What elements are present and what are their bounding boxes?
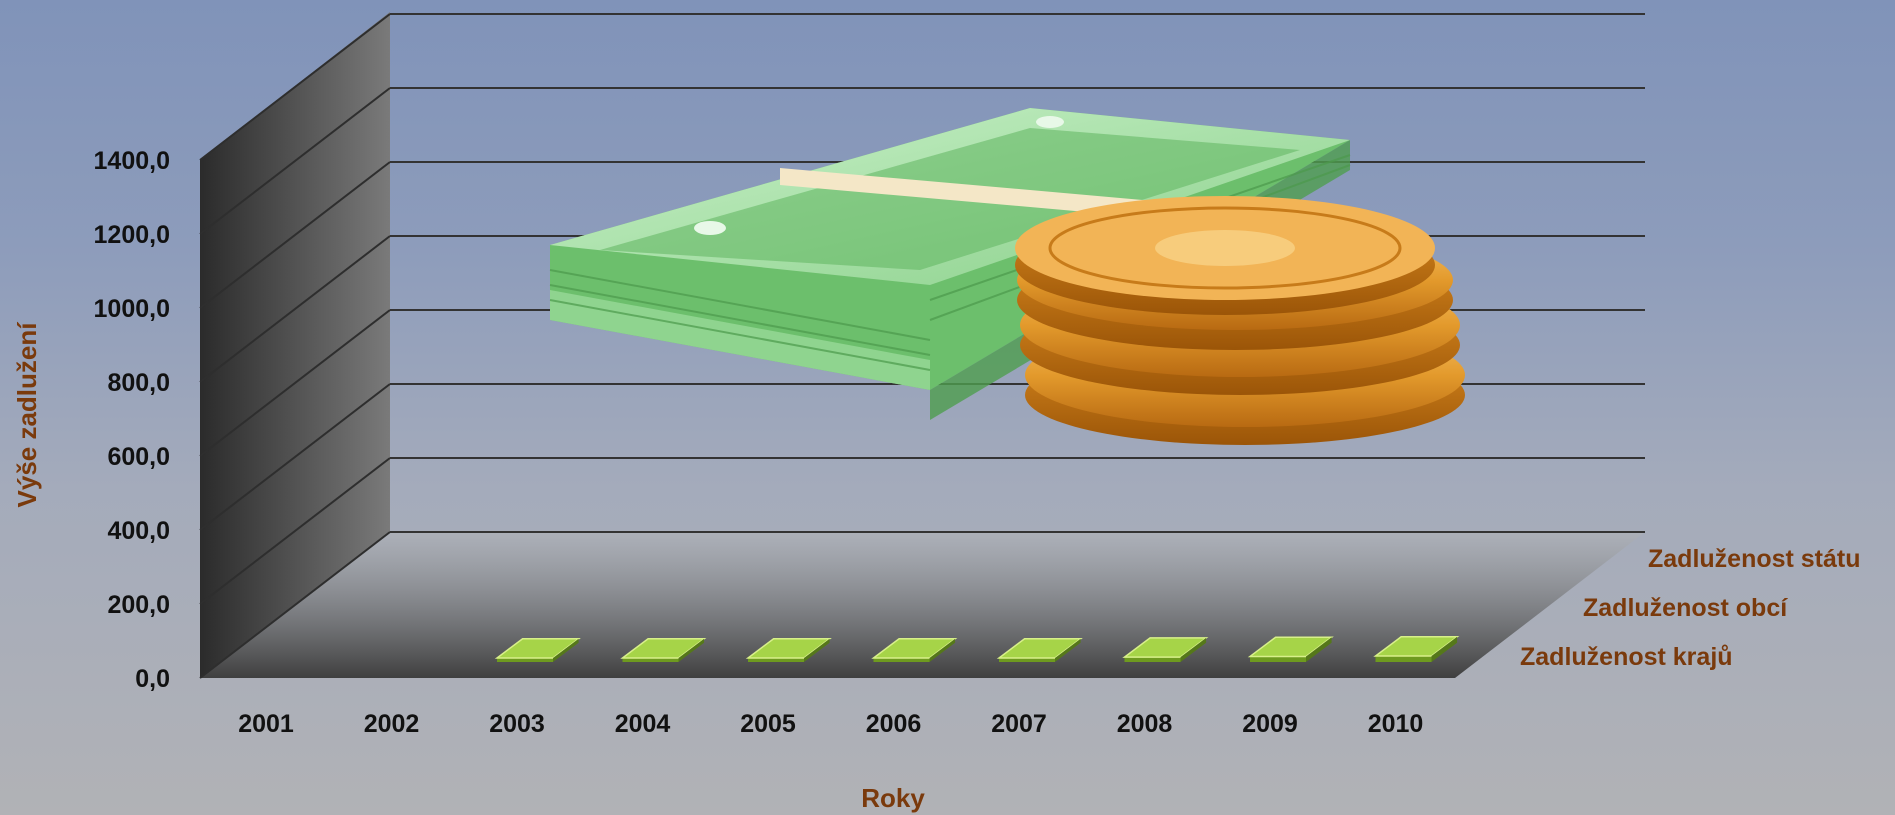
bar-front — [1250, 656, 1306, 662]
y-tick-label: 800,0 — [107, 369, 170, 397]
bar-side — [929, 638, 956, 662]
bar — [745, 638, 832, 662]
bar-side — [1431, 636, 1458, 662]
x-tick-label: 2006 — [866, 710, 922, 738]
side-wall — [200, 12, 390, 678]
y-axis-title: Výše zadlužení — [12, 322, 42, 508]
bar-front — [622, 658, 679, 662]
x-tick-label: 2007 — [991, 710, 1047, 738]
bar — [1373, 636, 1460, 662]
gridline-side — [199, 457, 391, 605]
series-label: Zadluženost státu — [1648, 545, 1861, 573]
bar-front — [1124, 657, 1181, 662]
gold-coins-icon — [1015, 196, 1465, 445]
y-tick-label: 400,0 — [107, 517, 170, 545]
bar-front — [1375, 656, 1432, 662]
bar-side — [804, 638, 830, 662]
bar — [1122, 637, 1209, 662]
bar — [1247, 636, 1334, 662]
gridline-side — [199, 161, 391, 309]
bar-side — [678, 638, 705, 662]
y-tick-label: 1000,0 — [94, 295, 170, 323]
bar-side — [1306, 637, 1332, 662]
y-tick-label: 200,0 — [107, 591, 170, 619]
bar — [996, 638, 1083, 662]
bar-front — [748, 658, 804, 662]
y-tick-label: 0,0 — [135, 665, 170, 693]
gridline-side — [199, 531, 391, 679]
bar-side — [1055, 638, 1081, 662]
y-tick-label: 1400,0 — [94, 147, 170, 175]
x-tick-label: 2008 — [1117, 710, 1173, 738]
bar — [871, 638, 958, 662]
x-tick-label: 2003 — [489, 710, 545, 738]
gridline-side — [199, 383, 391, 531]
bar-side — [1180, 637, 1207, 662]
gridline-side — [199, 235, 391, 383]
series-labels: Zadluženost krajů Zadluženost obcí Zadluže… — [1520, 545, 1861, 671]
x-tick-label: 2005 — [740, 710, 796, 738]
bar — [494, 638, 581, 662]
gridline-side — [199, 13, 391, 161]
bar-front — [497, 658, 553, 662]
x-tick-label: 2010 — [1368, 710, 1424, 738]
x-tick-label: 2004 — [615, 710, 671, 738]
bars — [494, 636, 1460, 662]
x-tick-label: 2009 — [1242, 710, 1298, 738]
y-tick-labels: 0,0 200,0 400,0 600,0 800,0 1000,0 1200,0 1400,… — [94, 147, 170, 693]
bar-side — [553, 638, 579, 662]
bar-front — [873, 658, 930, 662]
bar-front — [999, 658, 1055, 662]
gridline-side — [199, 309, 391, 457]
x-axis-title: Roky — [861, 783, 925, 813]
gridline-side — [199, 87, 391, 235]
x-tick-label: 2001 — [238, 710, 294, 738]
bar — [620, 638, 707, 662]
y-tick-label: 600,0 — [107, 443, 170, 471]
series-label: Zadluženost krajů — [1520, 643, 1733, 671]
x-tick-label: 2002 — [364, 710, 420, 738]
y-tick-label: 1200,0 — [94, 221, 170, 249]
x-tick-labels: 2001 2002 2003 2004 2005 2006 2007 2008 2009 2010 — [238, 710, 1423, 738]
series-label: Zadluženost obcí — [1583, 594, 1788, 622]
